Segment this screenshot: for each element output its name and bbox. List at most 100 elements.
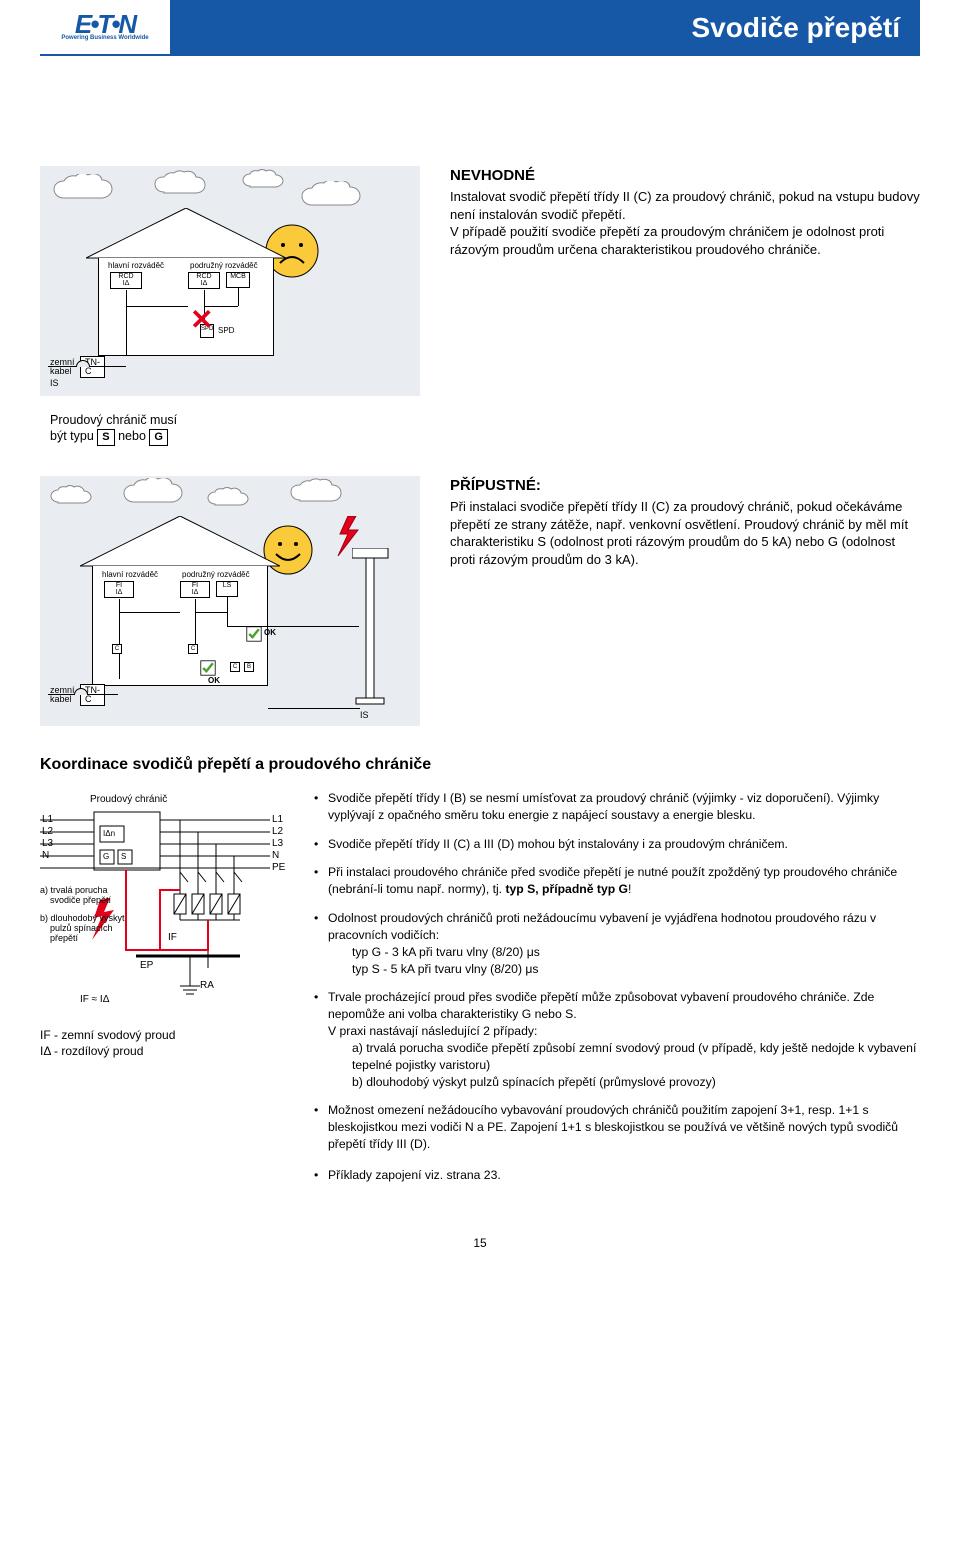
cable-arc-icon bbox=[76, 360, 90, 367]
fi-label: FI bbox=[106, 582, 132, 589]
lbl-N: N bbox=[272, 850, 279, 861]
lbl-Idn: IΔn bbox=[103, 829, 115, 838]
wire bbox=[195, 612, 227, 613]
bullet-7-text: Příklady zapojení viz. strana 23. bbox=[328, 1168, 501, 1182]
ok-label: OK bbox=[264, 628, 276, 637]
cable-bottom-label: kabel bbox=[50, 367, 75, 376]
bullet-list: Svodiče přepětí třídy I (B) se nesmí umí… bbox=[314, 790, 920, 1196]
keycap-g: G bbox=[149, 429, 168, 445]
label-main-dist: hlavní rozváděč bbox=[108, 261, 164, 270]
fi-box-1: FI IΔ bbox=[104, 581, 134, 598]
ok-check-icon bbox=[200, 660, 216, 676]
bullet-3: Při instalaci proudového chrániče před s… bbox=[314, 864, 920, 898]
lbl-L3: L3 bbox=[42, 838, 53, 849]
spd-label: SPD bbox=[218, 326, 234, 335]
mcb-label: MCB bbox=[228, 273, 248, 280]
bullet-5-a: a) trvalá porucha svodiče přepětí způsob… bbox=[328, 1040, 920, 1074]
section-heading: Koordinace svodičů přepětí a proudového … bbox=[40, 756, 920, 774]
ls-box: LS bbox=[216, 581, 238, 597]
bullet-4-l2: typ S - 5 kA při tvaru vlny (8/20) μs bbox=[328, 961, 920, 978]
ok-label: OK bbox=[208, 676, 220, 685]
cloud-icon bbox=[120, 478, 195, 510]
wire bbox=[126, 306, 188, 307]
lbl-L1: L1 bbox=[272, 814, 283, 825]
bullet-7: Příklady zapojení viz. strana 23. bbox=[314, 1167, 920, 1184]
ia-label: IΔ bbox=[112, 280, 140, 287]
note-line2a: být typu bbox=[50, 429, 94, 443]
coordination-row: Proudový chránič L1 L2 L3 N L1 L2 L3 N P… bbox=[40, 790, 920, 1196]
bullet-3-bold: typ S, případně typ G bbox=[505, 882, 628, 896]
tnc-badge: TN-C bbox=[80, 684, 105, 706]
wire bbox=[119, 599, 120, 679]
logo-text: E•T•N bbox=[75, 13, 135, 35]
note-a-2: svodiče přepětí bbox=[50, 896, 111, 905]
wire bbox=[227, 597, 228, 627]
bullet-4: Odolnost proudových chráničů proti nežád… bbox=[314, 910, 920, 977]
eaton-logo: E•T•N Powering Business Worldwide bbox=[61, 13, 148, 41]
bullet-3-tail: ! bbox=[628, 882, 631, 896]
cable-line bbox=[268, 708, 360, 709]
lbl-PE: PE bbox=[272, 862, 285, 873]
wire bbox=[126, 290, 127, 356]
rcd-label: RCD bbox=[190, 273, 218, 280]
pripustne-text: PŘÍPUSTNÉ: Při instalaci svodiče přepětí… bbox=[450, 476, 920, 568]
cloud-icon bbox=[298, 181, 383, 215]
rcd-coordination-diagram: Proudový chránič L1 L2 L3 N L1 L2 L3 N P… bbox=[40, 790, 290, 1196]
cloud-icon bbox=[288, 478, 358, 508]
b-box: B bbox=[244, 662, 254, 672]
house-diagram-ok: Proudový chránič musí být typu S nebo G bbox=[40, 476, 420, 726]
rcd-box-2: RCD IΔ bbox=[188, 272, 220, 289]
lbl-approx: IF ≈ IΔ bbox=[80, 994, 109, 1005]
page-number: 15 bbox=[40, 1236, 920, 1250]
page-title-bar: Svodiče přepětí bbox=[170, 0, 920, 56]
nevhodne-heading: NEVHODNÉ bbox=[450, 166, 920, 186]
nevhodne-text: NEVHODNÉ Instalovat svodič přepětí třídy… bbox=[450, 166, 920, 258]
is-label: IS bbox=[50, 378, 59, 388]
red-x-icon: ✕ bbox=[190, 310, 213, 330]
bullet-1: Svodiče přepětí třídy I (B) se nesmí umí… bbox=[314, 790, 920, 824]
bullet-1-text: Svodiče přepětí třídy I (B) se nesmí umí… bbox=[328, 791, 879, 822]
bullet-5-p: V praxi nastávají následující 2 případy: bbox=[328, 1024, 537, 1038]
cable-bottom-label: kabel bbox=[50, 695, 75, 704]
pripustne-heading: PŘÍPUSTNÉ: bbox=[450, 476, 920, 496]
mcb-box: MCB bbox=[226, 272, 250, 288]
cloud-icon bbox=[50, 174, 130, 208]
cable-arc-icon bbox=[74, 688, 88, 695]
bullet-4-head: Odolnost proudových chráničů proti nežád… bbox=[328, 911, 876, 942]
legend-IF: IF - zemní svodový proud bbox=[40, 1028, 290, 1042]
bullet-5-head: Trvale procházející proud přes svodiče p… bbox=[328, 990, 874, 1021]
note-line1: Proudový chránič musí bbox=[50, 412, 177, 428]
logo-tagline: Powering Business Worldwide bbox=[61, 35, 148, 41]
fi-box-2: FI IΔ bbox=[180, 581, 210, 598]
rcd-box-1: RCD IΔ bbox=[110, 272, 142, 289]
lbl-EP: EP bbox=[140, 960, 153, 971]
bullet-6: Možnost omezení nežádoucího vybavování p… bbox=[314, 1102, 920, 1152]
cloud-icon bbox=[48, 484, 106, 510]
ia-label: IΔ bbox=[106, 589, 132, 596]
lbl-S: S bbox=[121, 852, 126, 861]
lbl-L2: L2 bbox=[272, 826, 283, 837]
fi-label: FI bbox=[182, 582, 208, 589]
ls-label: LS bbox=[218, 582, 236, 589]
c-box: C bbox=[112, 644, 122, 654]
bullet-2: Svodiče přepětí třídy II (C) a III (D) m… bbox=[314, 836, 920, 853]
label-sub-dist: podružný rozváděč bbox=[182, 570, 250, 579]
cloud-icon bbox=[240, 168, 300, 194]
c-box: C bbox=[188, 644, 198, 654]
lbl-L2: L2 bbox=[42, 826, 53, 837]
lbl-L1: L1 bbox=[42, 814, 53, 825]
nevhodne-body: Instalovat svodič přepětí třídy II (C) z… bbox=[450, 188, 920, 258]
lbl-N: N bbox=[42, 850, 49, 861]
light-pole-icon bbox=[352, 548, 402, 708]
note-line2b: nebo bbox=[118, 429, 146, 443]
cloud-icon bbox=[205, 486, 265, 512]
keycap-s: S bbox=[97, 429, 114, 445]
note-b-3: přepětí bbox=[50, 934, 78, 943]
note-type-s-g: Proudový chránič musí být typu S nebo G bbox=[50, 412, 177, 446]
lbl-RA: RA bbox=[200, 980, 214, 991]
pripustne-body: Při instalaci svodiče přepětí třídy II (… bbox=[450, 498, 920, 568]
lbl-L3: L3 bbox=[272, 838, 283, 849]
block-pripustne: Proudový chránič musí být typu S nebo G bbox=[40, 476, 920, 726]
ok-check-icon bbox=[246, 626, 262, 642]
bullet-6-text: Možnost omezení nežádoucího vybavování p… bbox=[328, 1103, 898, 1151]
